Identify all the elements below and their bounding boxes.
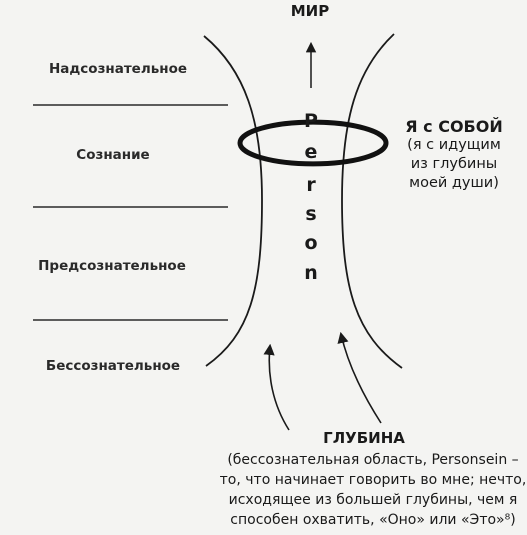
person-letter-4: s xyxy=(305,203,317,225)
level-label-unconscious: Бессознательное xyxy=(45,358,181,374)
person-letter-3: r xyxy=(306,174,316,196)
depth-line: то, что начинает говорить во мне; нечто, xyxy=(219,472,527,488)
hourglass-left-curve xyxy=(203,35,263,367)
right-label-title: Я с СОБОЙ xyxy=(405,117,503,136)
ring-back xyxy=(237,119,389,144)
depth-description: (бессознательная область, Personsein – т… xyxy=(213,450,527,530)
level-label-superconscious: Надсознательное xyxy=(48,61,188,77)
depth-line: способен охватить, «Оно» или «Это»⁸) xyxy=(230,512,516,528)
person-letter-5: o xyxy=(304,232,318,254)
person-letter-6: n xyxy=(304,262,318,284)
depth-title: ГЛУБИНА xyxy=(323,429,405,447)
right-label-line: из глубины xyxy=(410,156,498,172)
level-label-conscious: Сознание xyxy=(76,147,150,163)
left-depth-arrow xyxy=(263,343,290,431)
right-label-block: Я с СОБОЙ (я с идущим из глубины моей ду… xyxy=(405,117,502,193)
level-label-preconscious: Предсознательное xyxy=(38,258,186,274)
person-letter-1: P xyxy=(304,110,318,132)
depth-line: (бессознательная область, Personsein – xyxy=(227,452,519,468)
top-label-world: МИР xyxy=(290,2,330,20)
person-letter-2: e xyxy=(304,141,318,163)
hourglass-right-curve xyxy=(341,33,403,369)
right-label-line: (я с идущим xyxy=(407,137,501,153)
right-depth-arrow xyxy=(337,331,382,424)
right-label-line: моей души) xyxy=(409,175,499,191)
depth-line: исходящее из большей глубины, чем я xyxy=(228,492,518,508)
